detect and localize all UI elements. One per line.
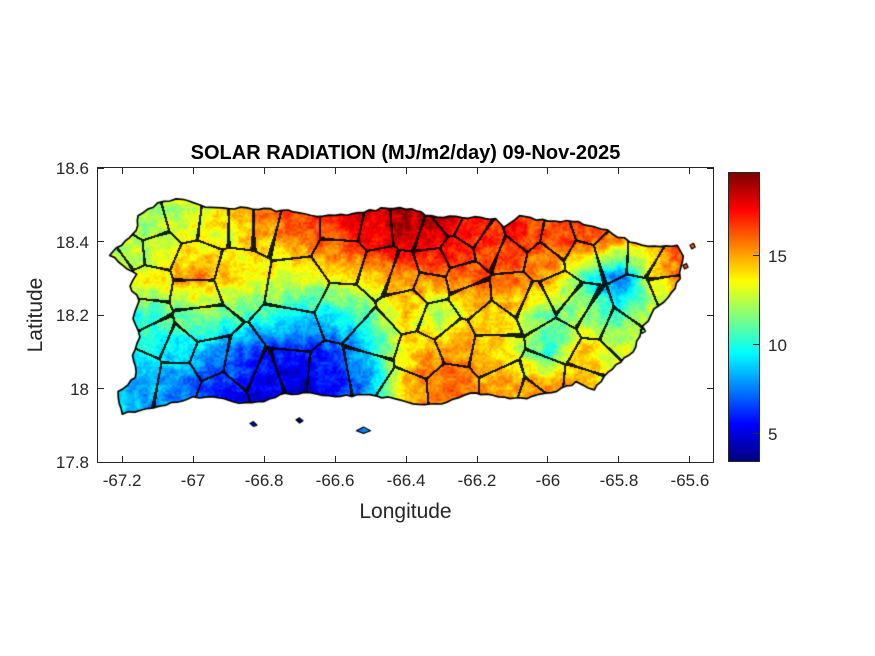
x-tick-label: -65.8	[599, 471, 639, 490]
colorbar-tick-mark	[753, 344, 759, 346]
x-axis-label: Longitude	[359, 500, 452, 523]
x-tick-mark	[618, 456, 620, 462]
y-axis-label: Latitude	[24, 277, 47, 353]
y-tick-label: 18.4	[55, 232, 89, 252]
x-tick-mark	[263, 456, 265, 462]
x-tick-mark-top	[263, 168, 265, 174]
x-tick-mark-top	[476, 168, 478, 174]
x-tick-mark	[547, 456, 549, 462]
y-tick-label: 18.6	[55, 159, 89, 178]
y-tick-mark	[98, 388, 104, 389]
x-tick-mark	[405, 456, 407, 462]
x-tick-mark	[334, 456, 336, 462]
x-tick-label: -66.8	[244, 471, 284, 490]
y-tick-mark-right	[707, 461, 713, 463]
y-tick-mark	[98, 241, 104, 242]
solar-radiation-map-canvas	[98, 168, 713, 462]
x-tick-label: -66.6	[315, 471, 355, 490]
x-tick-mark	[121, 456, 123, 462]
y-tick-label: 18	[70, 379, 89, 399]
y-tick-label: 18.2	[55, 306, 89, 325]
y-tick-mark-right	[707, 314, 713, 316]
colorbar-tick-label: 10	[768, 335, 787, 355]
x-tick-mark	[192, 456, 194, 462]
colorbar-tick-mark	[753, 255, 759, 257]
x-tick-mark	[689, 456, 691, 462]
y-tick-mark	[98, 314, 104, 316]
x-tick-mark	[476, 456, 478, 462]
y-tick-mark	[98, 167, 104, 169]
colorbar-tick-label: 5	[768, 424, 778, 444]
x-tick-mark-top	[405, 168, 407, 174]
x-tick-mark-top	[121, 168, 123, 174]
x-tick-mark-top	[547, 168, 549, 174]
colorbar-tick-label: 15	[768, 246, 787, 266]
x-tick-label: -67.2	[102, 471, 142, 490]
x-tick-label: -67	[180, 471, 206, 490]
x-tick-label: -66.2	[457, 471, 497, 490]
y-tick-mark-right	[707, 167, 713, 169]
colorbar-border	[728, 172, 760, 462]
x-tick-mark-top	[689, 168, 691, 174]
x-tick-mark-top	[192, 168, 194, 174]
x-tick-label: -66.4	[386, 471, 426, 490]
x-tick-label: -65.6	[670, 471, 710, 490]
x-tick-label: -66	[535, 471, 561, 490]
colorbar-tick-mark	[753, 433, 759, 435]
x-tick-mark-top	[618, 168, 620, 174]
y-tick-mark-right	[707, 388, 713, 389]
plot-area-border	[97, 167, 714, 463]
chart-title: SOLAR RADIATION (MJ/m2/day) 09-Nov-2025	[190, 142, 621, 164]
colorbar-gradient	[729, 173, 759, 461]
x-tick-mark-top	[334, 168, 336, 174]
y-tick-label: 17.8	[55, 453, 89, 472]
y-tick-mark	[98, 461, 104, 463]
y-tick-mark-right	[707, 241, 713, 242]
